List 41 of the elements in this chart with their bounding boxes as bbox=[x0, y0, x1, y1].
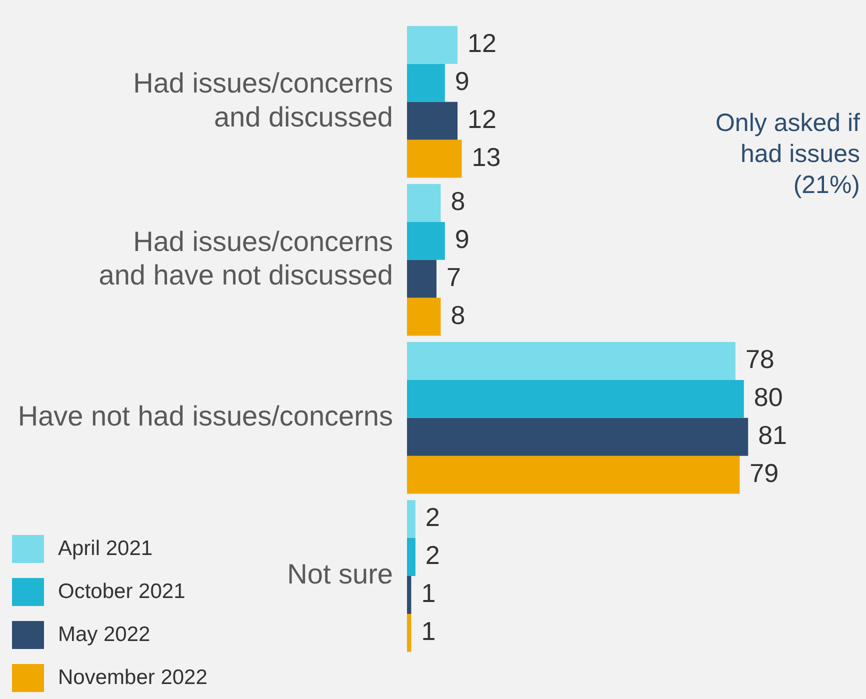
y-tick-label: Have not had issues/concerns bbox=[18, 400, 393, 432]
data-label: 9 bbox=[454, 224, 470, 254]
bar bbox=[407, 538, 416, 576]
data-label: 8 bbox=[450, 186, 466, 216]
data-label: 2 bbox=[425, 540, 440, 570]
data-label: 9 bbox=[454, 66, 470, 96]
data-label: 79 bbox=[750, 458, 779, 488]
data-label: 1 bbox=[421, 578, 436, 608]
bar bbox=[407, 418, 748, 456]
data-label: 12 bbox=[468, 104, 496, 134]
bar bbox=[407, 184, 441, 222]
bar bbox=[407, 380, 744, 418]
bar bbox=[407, 342, 736, 380]
data-label: 8 bbox=[450, 300, 466, 330]
legend-label: April 2021 bbox=[58, 536, 153, 560]
annotation: Only asked if had issues (21%) bbox=[714, 108, 860, 201]
bar bbox=[407, 102, 458, 140]
bar bbox=[407, 500, 416, 538]
legend-label: May 2022 bbox=[58, 622, 150, 646]
legend-label: November 2022 bbox=[58, 666, 208, 690]
data-label: 13 bbox=[472, 142, 501, 172]
bar bbox=[407, 26, 458, 64]
data-label: 78 bbox=[745, 344, 774, 374]
bar bbox=[407, 222, 445, 260]
bar bbox=[407, 576, 412, 614]
bar bbox=[407, 64, 445, 102]
data-label: 12 bbox=[468, 28, 496, 58]
data-label: 7 bbox=[446, 262, 461, 292]
bar bbox=[407, 140, 462, 178]
data-label: 81 bbox=[758, 420, 788, 450]
bar bbox=[407, 298, 441, 336]
y-tick-label: Had issues/concerns and discussed bbox=[133, 68, 393, 132]
bar bbox=[407, 260, 436, 298]
y-tick-label: Had issues/concerns and have not discussed bbox=[98, 226, 393, 290]
data-label: 80 bbox=[754, 382, 783, 412]
bar bbox=[407, 456, 740, 494]
data-label: 1 bbox=[421, 616, 436, 646]
data-label: 2 bbox=[425, 502, 440, 532]
legend-label: October 2021 bbox=[58, 580, 186, 604]
bar bbox=[407, 614, 412, 652]
y-tick-label: Not sure bbox=[287, 558, 393, 590]
